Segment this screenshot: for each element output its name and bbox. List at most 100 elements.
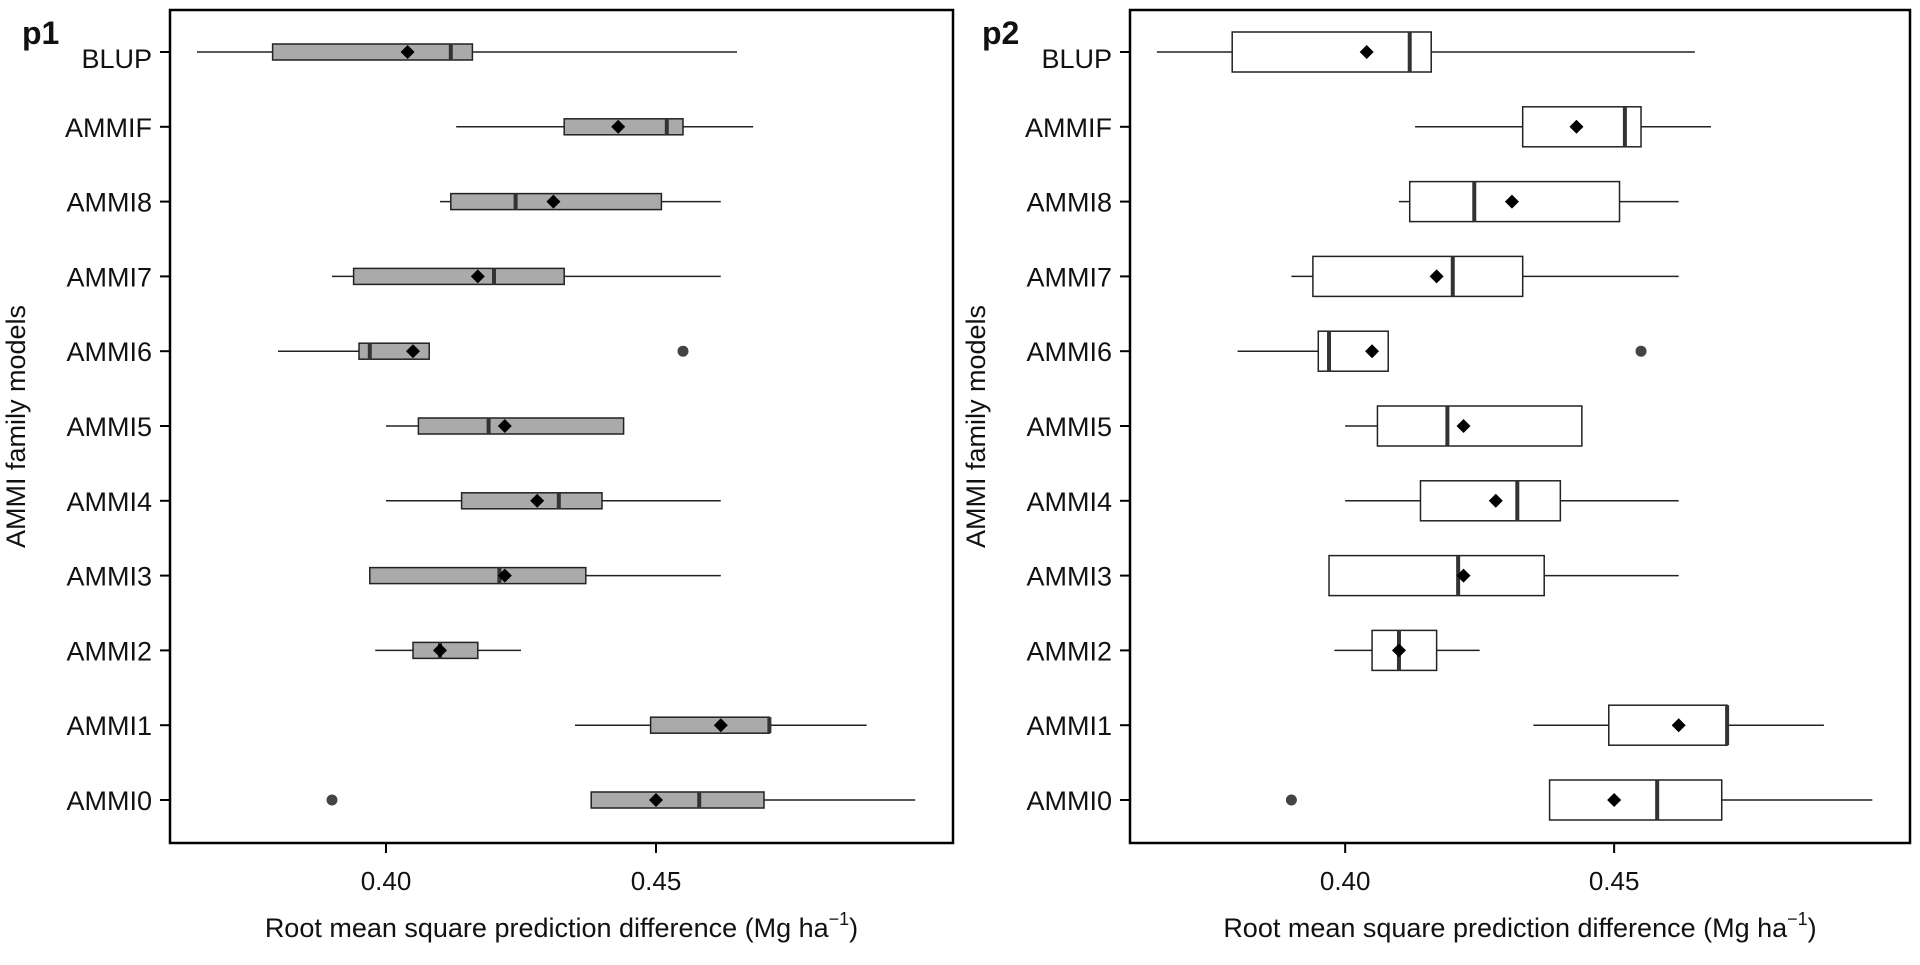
y-tick-label: AMMI7	[1026, 262, 1112, 292]
y-tick-label: AMMI5	[66, 412, 152, 442]
box-ammi3	[369, 566, 721, 585]
y-axis-label: AMMI family models	[1, 305, 31, 548]
mean-marker	[1456, 568, 1471, 583]
box-ammi5	[1345, 405, 1583, 447]
iqr-box	[1608, 704, 1728, 746]
y-axis-label: AMMI family models	[961, 305, 991, 548]
y-tick-label: AMMI1	[1026, 711, 1112, 741]
y-tick-label: AMMI2	[1026, 636, 1112, 666]
box-ammi3	[1328, 554, 1679, 597]
y-tick-label: AMMI4	[66, 487, 152, 517]
mean-marker	[497, 568, 512, 583]
mean-marker	[611, 119, 626, 134]
y-tick-label: AMMI0	[66, 786, 152, 816]
y-tick-label: AMMI6	[1026, 337, 1112, 367]
panel-label: p1	[22, 15, 59, 51]
x-axis-label: Root mean square prediction difference (…	[1223, 909, 1816, 943]
iqr-box	[649, 716, 771, 734]
box-ammi2	[1334, 629, 1480, 672]
box-ammi2	[375, 641, 521, 660]
y-tick-label: AMMI0	[1026, 786, 1112, 816]
y-tick-label: AMMI6	[66, 337, 152, 367]
mean-marker	[649, 793, 663, 807]
box-ammi4	[1345, 480, 1679, 522]
mean-marker	[433, 643, 447, 658]
outlier-point	[1635, 345, 1647, 357]
y-tick-label: AMMI2	[66, 636, 152, 666]
box-ammi6	[278, 342, 689, 360]
panel-p2: p2 AMMI family models BLUP AMMIF AMMI8 AMMI7 A…	[961, 8, 1912, 943]
x-tick-label: 0.45	[1589, 866, 1640, 896]
box-ammi0	[326, 791, 916, 809]
mean-marker	[497, 419, 512, 433]
y-tick-label: AMMIF	[65, 113, 152, 143]
iqr-box	[590, 791, 765, 809]
y-tick-label: AMMI3	[66, 562, 152, 592]
x-axis-label-main: Root mean square prediction difference (…	[265, 913, 830, 943]
mean-marker	[1504, 194, 1519, 209]
box-ammi0	[1285, 779, 1873, 821]
iqr-box	[1312, 255, 1524, 298]
box-ammi6	[1237, 330, 1647, 372]
box-ammi4	[386, 492, 721, 510]
iqr-box	[1328, 554, 1545, 597]
x-axis-label-sup: −1	[829, 909, 850, 929]
iqr-box	[1231, 31, 1432, 73]
mean-marker	[406, 344, 420, 359]
iqr-box	[369, 566, 587, 585]
box-ammi8	[1398, 180, 1679, 223]
y-tick-label: AMMI5	[1026, 412, 1112, 442]
y-tick-label: AMMI3	[1026, 562, 1112, 592]
y-tick-label: BLUP	[81, 44, 152, 74]
mean-marker	[400, 45, 415, 59]
outlier-point	[1285, 794, 1297, 806]
x-tick-label: 0.45	[631, 866, 682, 896]
mean-marker	[470, 269, 485, 284]
mean-marker	[1671, 718, 1686, 733]
x-axis-label-sup: −1	[1787, 909, 1808, 929]
mean-marker	[1359, 45, 1374, 59]
box-ammi5	[386, 417, 625, 435]
mean-marker	[1488, 493, 1503, 508]
y-tick-label: AMMIF	[1025, 113, 1112, 143]
box-ammif	[456, 118, 754, 136]
mean-marker	[530, 493, 545, 508]
box-ammi7	[332, 267, 721, 286]
x-axis-label-end: )	[1808, 913, 1817, 943]
mean-marker	[1429, 269, 1444, 284]
x-axis-label-main: Root mean square prediction difference (…	[1223, 913, 1788, 943]
box-ammi7	[1291, 255, 1679, 298]
x-axis-label-end: )	[849, 913, 858, 943]
outlier-point	[677, 345, 689, 357]
y-tick-label: AMMI7	[66, 262, 152, 292]
box-ammi8	[440, 192, 721, 211]
y-tick-label: BLUP	[1041, 44, 1112, 74]
outlier-point	[326, 794, 338, 806]
y-tick-label: AMMI8	[1026, 188, 1112, 218]
mean-marker	[1365, 344, 1380, 359]
box-ammif	[1415, 106, 1711, 148]
box-ammi1	[575, 716, 867, 734]
iqr-box	[1548, 779, 1723, 821]
box-ammi1	[1533, 704, 1824, 746]
y-tick-label: AMMI1	[66, 711, 152, 741]
x-tick-label: 0.40	[361, 866, 412, 896]
panel-p1: p1 AMMI family models BLUP AMMIF AMMI8 AMMI7 A…	[1, 8, 955, 943]
iqr-box	[271, 43, 474, 61]
y-tick-label: AMMI8	[66, 188, 152, 218]
x-axis-label: Root mean square prediction difference (…	[265, 909, 858, 943]
panel-label: p2	[982, 15, 1019, 51]
iqr-box	[352, 267, 565, 286]
y-tick-label: AMMI4	[1026, 487, 1112, 517]
iqr-box	[1376, 405, 1583, 447]
mean-marker	[1456, 419, 1471, 433]
box-blup	[1156, 31, 1695, 73]
mean-marker	[713, 718, 728, 733]
mean-marker	[1607, 793, 1622, 807]
mean-marker	[546, 194, 561, 209]
x-tick-label: 0.40	[1320, 866, 1371, 896]
iqr-box	[417, 417, 625, 435]
mean-marker	[1391, 643, 1406, 658]
